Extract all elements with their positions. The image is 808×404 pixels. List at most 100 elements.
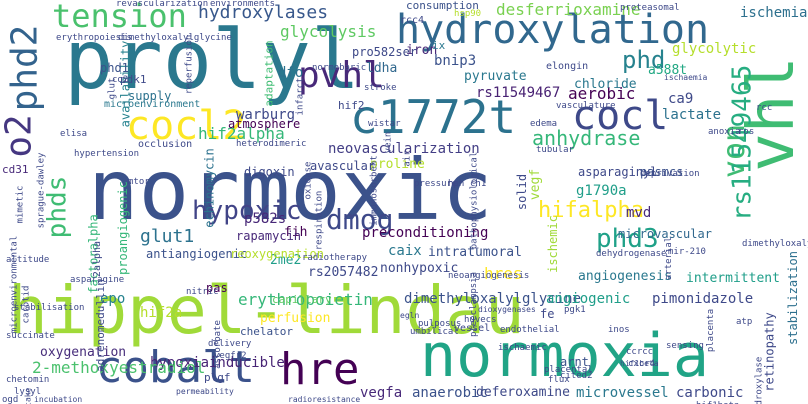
word: pyruvate <box>464 69 527 84</box>
word: endothelial <box>500 325 560 335</box>
word: ldha <box>366 61 398 76</box>
word: neoangiogenesis <box>448 271 530 281</box>
word: glycolysis <box>280 22 377 41</box>
word: rs2057482 <box>308 265 379 280</box>
word: digoxin <box>244 165 295 179</box>
word: pulposus <box>418 319 462 329</box>
word: plgf <box>204 371 231 384</box>
word: warburg <box>236 107 296 123</box>
word: stabilization <box>785 251 800 345</box>
word: angiogenic <box>546 291 631 307</box>
word: nonhypoxic <box>380 261 459 276</box>
word: bnip3 <box>434 53 477 69</box>
word: proangiogenic <box>115 181 130 275</box>
word: deferoxamine <box>476 385 570 400</box>
word: wistar <box>368 119 401 129</box>
word: hypertension <box>74 149 140 159</box>
word: anoxia <box>708 127 741 137</box>
word: normoxia <box>420 321 709 391</box>
word: pasmcs <box>640 165 684 179</box>
word: lactate <box>662 107 722 123</box>
word: dehydrogenase <box>596 249 667 259</box>
word: perfusion <box>260 311 331 326</box>
word: hif1beta <box>696 402 739 404</box>
word: stroke <box>364 83 397 93</box>
word: arnt <box>560 355 589 369</box>
word: egln <box>400 311 420 320</box>
word: radiotherapy <box>302 253 368 263</box>
word: 2alpha <box>92 240 104 278</box>
word: placental <box>544 365 593 375</box>
word: erythropoiesis <box>56 33 132 43</box>
word: normobaric <box>312 63 367 73</box>
word: sprague-dawley <box>36 152 47 229</box>
word: epo <box>100 291 126 307</box>
word: cocl2 <box>126 103 247 149</box>
word: pressure <box>414 179 458 189</box>
word: arterial <box>664 236 675 281</box>
word: chelator <box>240 325 293 338</box>
word: ischemia <box>740 5 808 21</box>
word: mvd <box>626 205 652 221</box>
word: dimethyloxalyl <box>742 239 808 249</box>
word: hif2a <box>140 305 183 321</box>
word: hph <box>448 179 465 189</box>
word: microenvironmental <box>9 235 20 334</box>
word: g1790a <box>576 183 627 199</box>
word: environments <box>210 0 276 9</box>
word: ix <box>432 39 446 52</box>
word: phd2 <box>4 24 46 112</box>
word: sensing <box>666 341 704 351</box>
word: fe <box>540 307 555 321</box>
word: avascular <box>310 159 376 173</box>
word: incubation <box>34 395 83 404</box>
word: rs11549467 <box>476 85 561 101</box>
word: caix <box>388 243 422 259</box>
word: 2-methoxyestradiol <box>32 358 206 377</box>
word: hippel-lindau <box>8 272 525 349</box>
word: pas <box>206 281 228 295</box>
word: nitric <box>186 287 219 297</box>
word: phd3 <box>596 224 659 254</box>
word: vasculature <box>556 101 616 111</box>
word: chloride <box>574 77 637 92</box>
word: placenta <box>706 308 717 353</box>
word: pdk1 <box>120 73 147 86</box>
word: dimethyloxalylglycine <box>404 291 582 307</box>
word: iron <box>406 43 438 58</box>
word: prolyl <box>64 13 361 108</box>
word: vegfr2 <box>214 351 247 361</box>
word: atmosphere <box>228 117 301 131</box>
word: chetomin <box>6 375 50 385</box>
word: elongin <box>546 61 589 72</box>
word: hydroxylases <box>198 2 329 23</box>
word: ca9 <box>668 91 694 107</box>
word: tubular <box>536 145 574 155</box>
word: cxcr4 <box>628 359 656 369</box>
word: succinate <box>6 331 55 341</box>
word: capillary <box>272 293 332 306</box>
word: hif2 <box>338 99 365 112</box>
word: respiration <box>314 190 325 251</box>
word: heterodimeric <box>236 139 307 149</box>
word: anaerobic <box>412 385 488 401</box>
word: hifalpha <box>538 198 644 223</box>
word: echinomycin <box>202 148 217 228</box>
word: dimethyloxalylglycine <box>118 33 232 43</box>
word: microenvironment <box>104 99 201 110</box>
word: hre <box>280 344 360 395</box>
word: oxidase <box>303 161 314 200</box>
word: adrenomedullin <box>93 279 107 372</box>
word: co2 <box>112 75 129 85</box>
word: hydroxylation <box>396 7 710 53</box>
word: solid <box>515 173 530 211</box>
word: ch1 <box>470 179 487 189</box>
word: elisa <box>60 129 88 139</box>
word: pro582ser <box>352 45 418 59</box>
word: angiogenesis <box>578 269 672 284</box>
word: carotid <box>21 285 32 324</box>
word: uptake <box>23 387 33 404</box>
word: supply <box>128 89 172 103</box>
word: inos <box>608 325 630 335</box>
